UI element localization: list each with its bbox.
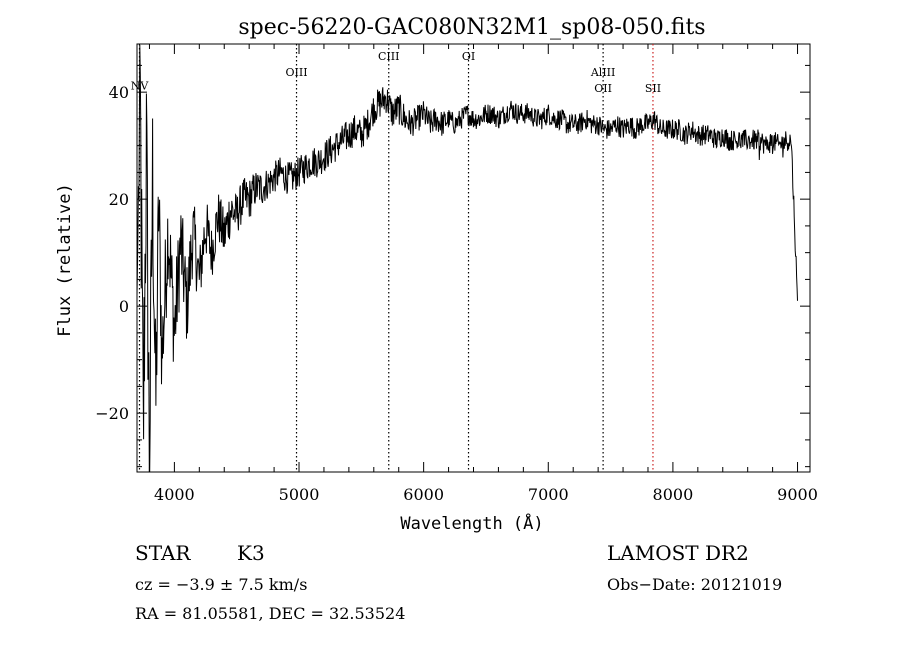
observation-date: Obs−Date: 20121019 <box>607 575 783 594</box>
line-label-ciii: CIII <box>378 50 399 63</box>
redshift-velocity: cz = −3.9 ± 7.5 km/s <box>135 575 308 594</box>
x-axis-label: Wavelength (Å) <box>400 512 543 534</box>
line-label-oii: OII <box>594 82 612 95</box>
y-axis-label: Flux (relative) <box>55 183 75 337</box>
spectrum-series-line <box>136 44 798 472</box>
x-tick-label: 6000 <box>403 485 444 504</box>
line-label-oiii: OIII <box>285 66 307 79</box>
chart-title: spec-56220-GAC080N32M1_sp08-050.fits <box>238 15 705 40</box>
x-tick-label: 4000 <box>154 485 195 504</box>
sky-coordinates: RA = 81.05581, DEC = 32.53524 <box>135 604 406 623</box>
line-label-nv: NV <box>131 79 150 92</box>
annotation-labels: NV OIII CIII OI AlIII OII SII <box>131 50 661 95</box>
line-label-oi: OI <box>462 50 475 63</box>
x-tick-label: 5000 <box>279 485 320 504</box>
line-label-sii: SII <box>645 82 661 95</box>
plot-frame <box>136 43 811 473</box>
x-tick-label: 9000 <box>777 485 818 504</box>
object-class: STAR <box>135 541 191 565</box>
x-tick-label: 7000 <box>528 485 569 504</box>
axis-ticks <box>137 44 810 472</box>
axis-tick-labels: 4000 5000 6000 7000 8000 9000 −20 0 20 40 <box>95 83 818 504</box>
annotation-lines <box>138 44 654 472</box>
y-tick-label: 40 <box>109 83 129 102</box>
y-tick-label: −20 <box>95 404 129 423</box>
y-tick-label: 0 <box>119 297 129 316</box>
x-tick-label: 8000 <box>653 485 694 504</box>
object-subclass: K3 <box>237 541 265 565</box>
line-label-aliii: AlIII <box>590 66 616 79</box>
y-tick-label: 20 <box>109 190 129 209</box>
survey-name: LAMOST DR2 <box>607 541 749 565</box>
